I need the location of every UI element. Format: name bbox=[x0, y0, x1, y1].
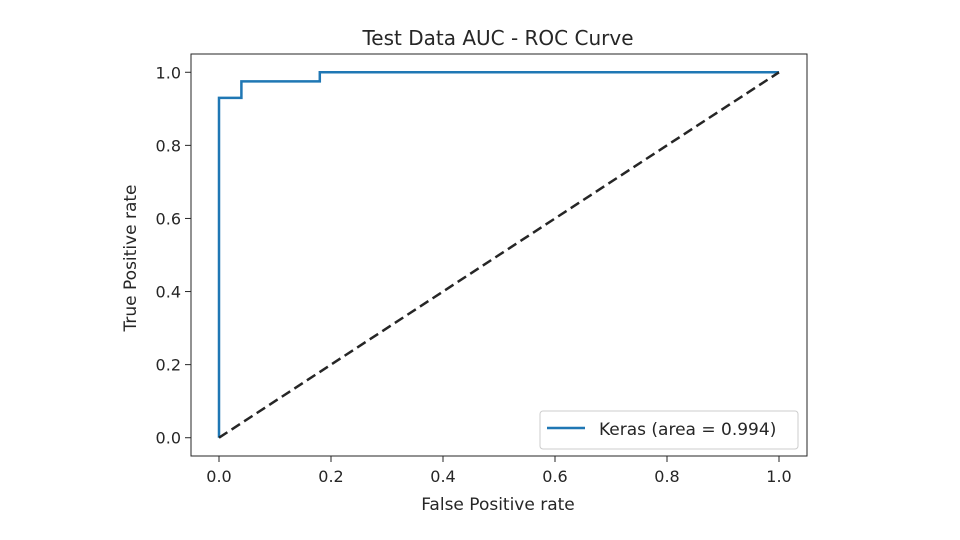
x-tick-label: 0.0 bbox=[206, 467, 231, 486]
x-tick-label: 0.2 bbox=[318, 467, 343, 486]
legend: Keras (area = 0.994) bbox=[539, 410, 799, 450]
legend-box bbox=[539, 410, 799, 450]
x-tick-label: 0.6 bbox=[542, 467, 567, 486]
chance-diagonal-line bbox=[218, 71, 780, 439]
y-tick-label: 0.4 bbox=[156, 283, 181, 302]
x-axis-label: False Positive rate bbox=[421, 495, 575, 515]
x-tick-label: 0.4 bbox=[430, 467, 455, 486]
x-tick-label: 0.8 bbox=[654, 467, 679, 486]
y-tick-label: 0.8 bbox=[156, 136, 181, 155]
x-tick-label: 1.0 bbox=[766, 467, 791, 486]
y-tick-label: 0.6 bbox=[156, 209, 181, 228]
roc-curve-line bbox=[217, 71, 779, 438]
x-axis-ticks: 0.0 0.2 0.4 0.6 0.8 1.0 bbox=[206, 456, 792, 486]
plot-area bbox=[190, 53, 808, 457]
y-axis-label: True Positive rate bbox=[121, 185, 141, 333]
chart-title: Test Data AUC - ROC Curve bbox=[361, 26, 633, 50]
y-tick-label: 1.0 bbox=[156, 63, 181, 82]
series-layer bbox=[217, 71, 780, 439]
y-tick-label: 0.2 bbox=[156, 356, 181, 375]
y-axis-ticks: 0.0 0.2 0.4 0.6 0.8 1.0 bbox=[156, 63, 191, 448]
legend-label-keras: Keras (area = 0.994) bbox=[599, 420, 776, 440]
y-tick-label: 0.0 bbox=[156, 429, 181, 448]
axes-frame bbox=[190, 53, 808, 457]
